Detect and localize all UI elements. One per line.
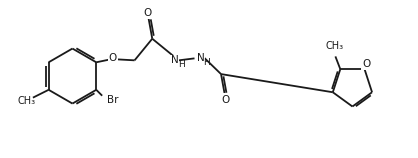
Text: CH₃: CH₃ <box>18 96 36 106</box>
Text: N: N <box>171 55 179 65</box>
Text: Br: Br <box>107 95 119 105</box>
Text: N: N <box>196 53 204 63</box>
Text: H: H <box>178 60 185 69</box>
Text: O: O <box>143 8 151 18</box>
Text: O: O <box>362 59 371 69</box>
Text: H: H <box>204 58 210 67</box>
Text: CH₃: CH₃ <box>325 40 344 51</box>
Text: O: O <box>222 95 230 105</box>
Text: O: O <box>109 53 117 63</box>
